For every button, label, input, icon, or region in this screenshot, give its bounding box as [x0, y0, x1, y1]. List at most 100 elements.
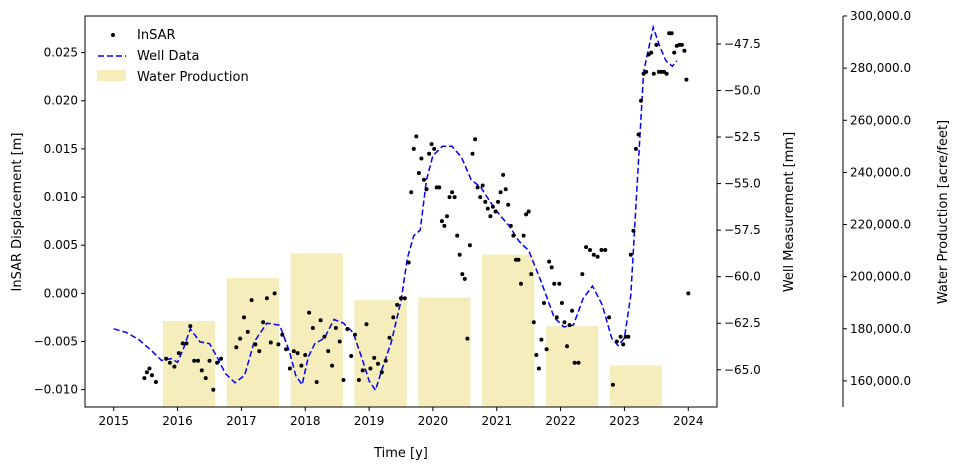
- insar-point: [445, 214, 449, 219]
- insar-point: [184, 341, 189, 346]
- insar-point: [299, 363, 304, 368]
- insar-point: [215, 360, 220, 365]
- insar-point: [562, 320, 567, 325]
- insar-point: [211, 387, 216, 392]
- insar-point: [280, 332, 285, 337]
- insar-point: [406, 260, 411, 265]
- insar-point: [462, 276, 467, 281]
- insar-point: [485, 206, 490, 211]
- insar-point: [167, 360, 172, 365]
- insar-point: [631, 228, 636, 233]
- insar-point: [257, 349, 262, 354]
- y-right1-tick-label: −55.0: [724, 177, 761, 191]
- water-production-bar: [418, 297, 471, 407]
- insar-point: [651, 71, 656, 76]
- insar-point: [439, 219, 444, 224]
- insar-point: [345, 327, 350, 331]
- insar-point: [268, 340, 273, 345]
- insar-point: [488, 214, 493, 219]
- insar-point: [480, 183, 485, 188]
- insar-point: [242, 315, 246, 320]
- insar-point: [322, 334, 327, 339]
- insar-point: [272, 291, 277, 296]
- x-tick-label: 2023: [609, 414, 640, 428]
- insar-point: [424, 187, 429, 192]
- insar-point: [150, 373, 154, 378]
- insar-point: [307, 310, 312, 315]
- insar-point: [427, 151, 432, 156]
- y-left-axis-ticks: −0.010 −0.005 0.000 0.005 0.010 0.015 0.020 0.0…: [34, 46, 85, 397]
- insar-point: [686, 291, 691, 296]
- insar-point: [584, 245, 589, 250]
- y-left-tick-label: 0.020: [44, 94, 78, 108]
- y-right1-axis-label: Well Measurement [mm]: [782, 132, 797, 292]
- insar-point: [614, 339, 619, 344]
- insar-point: [276, 342, 281, 347]
- insar-point: [409, 190, 414, 195]
- insar-point: [588, 248, 592, 252]
- insar-point: [176, 351, 181, 356]
- insar-point: [493, 209, 498, 214]
- insar-point: [234, 345, 239, 350]
- insar-point: [626, 334, 631, 339]
- insar-point: [353, 332, 357, 337]
- insar-point: [356, 378, 361, 382]
- y-right2-tick-label: 200,000.0: [850, 270, 911, 284]
- insar-point: [503, 187, 508, 192]
- insar-point: [529, 272, 534, 277]
- insar-point: [557, 281, 562, 286]
- y-right2-axis-label: Water Production [acre/feet]: [936, 120, 951, 304]
- insar-point: [465, 336, 470, 341]
- y-right1-tick-label: −57.5: [724, 223, 761, 237]
- insar-point: [519, 281, 523, 286]
- insar-point: [610, 382, 615, 387]
- y-right1-tick-label: −52.5: [724, 130, 761, 144]
- insar-point: [684, 77, 689, 82]
- insar-point: [549, 265, 554, 270]
- insar-point: [203, 376, 208, 381]
- insar-point: [287, 366, 292, 371]
- insar-point: [447, 195, 452, 200]
- insar-point: [399, 296, 403, 301]
- insar-point: [628, 252, 633, 257]
- insar-point: [196, 358, 200, 363]
- y-right1-tick-label: −65.0: [724, 363, 761, 377]
- insar-point: [437, 185, 442, 190]
- y-right2-tick-label: 220,000.0: [850, 218, 911, 232]
- insar-point: [478, 195, 483, 200]
- insar-point: [483, 199, 488, 204]
- insar-point: [536, 366, 541, 371]
- insar-point: [199, 368, 204, 373]
- insar-point: [506, 202, 511, 207]
- insar-point: [679, 42, 684, 47]
- insar-point: [552, 281, 557, 286]
- insar-point: [565, 344, 569, 349]
- insar-point: [402, 296, 407, 301]
- insar-point: [669, 31, 674, 36]
- insar-point: [534, 353, 539, 357]
- insar-point: [508, 223, 513, 228]
- insar-point: [264, 296, 269, 301]
- well-data-line: [113, 24, 678, 392]
- insar-point: [603, 248, 608, 252]
- insar-point: [219, 356, 223, 361]
- x-tick-label: 2020: [418, 414, 449, 428]
- insar-point: [618, 334, 623, 339]
- scatter-layer: [142, 31, 691, 392]
- plot-frame: [84, 15, 718, 408]
- insar-point: [490, 204, 495, 209]
- insar-point: [654, 42, 659, 47]
- insar-point: [539, 337, 544, 342]
- y-left-tick-label: 0.005: [44, 238, 78, 252]
- insar-point: [349, 354, 354, 358]
- y-right1-tick-label: −62.5: [724, 316, 761, 330]
- x-tick-label: 2016: [162, 414, 193, 428]
- water-production-bar: [609, 365, 663, 407]
- insar-point: [326, 349, 331, 354]
- insar-point: [238, 336, 243, 341]
- x-tick-label: 2024: [673, 414, 704, 428]
- insar-point: [607, 315, 612, 320]
- insar-point: [511, 233, 516, 238]
- legend-insar-label: InSAR: [137, 28, 176, 43]
